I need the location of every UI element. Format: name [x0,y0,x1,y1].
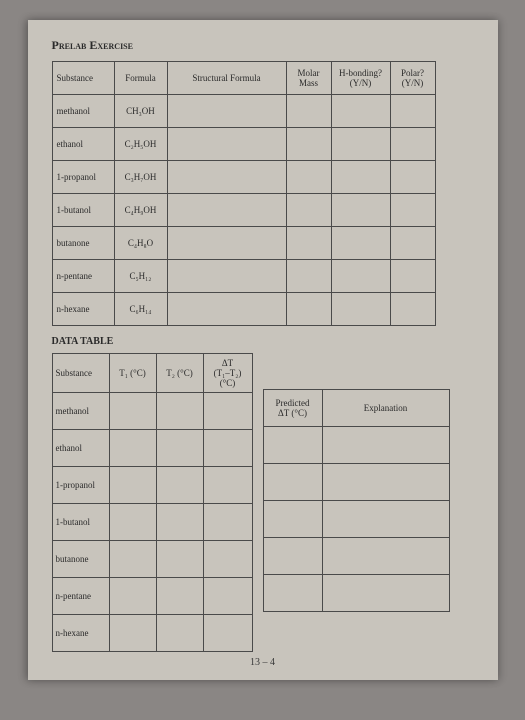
table-row [263,538,449,575]
cell-substance: n-hexane [52,293,114,326]
cell-substance: n-hexane [52,615,109,652]
table-row: methanol [52,393,252,430]
col-substance: Substance [52,354,109,393]
data-table: Substance T₁ (°C) T₂ (°C) ΔT(T₁–T₂)(°C) … [52,353,253,652]
table-row: butanoneC₄H₈O [52,227,435,260]
cell-substance: ethanol [52,430,109,467]
cell-formula: C₄H₉OH [114,194,167,227]
cell-substance: 1-propanol [52,467,109,504]
col-hbonding: H-bonding?(Y/N) [331,62,390,95]
cell-substance: 1-butanol [52,194,114,227]
cell-substance: ethanol [52,128,114,161]
cell-formula: C₃H₇OH [114,161,167,194]
col-dt: ΔT(T₁–T₂)(°C) [203,354,252,393]
data-table-title: DATA TABLE [52,336,474,347]
col-polar: Polar?(Y/N) [390,62,435,95]
table-row: n-pentane [52,578,252,615]
table-row: 1-butanolC₄H₉OH [52,194,435,227]
table-row: n-hexane [52,615,252,652]
col-substance: Substance [52,62,114,95]
table-row [263,427,449,464]
col-predicted: PredictedΔT (°C) [263,390,322,427]
table-header-row: PredictedΔT (°C) Explanation [263,390,449,427]
cell-formula: C₆H₁₄ [114,293,167,326]
table-row [263,501,449,538]
prelab-table: Substance Formula Structural Formula Mol… [52,61,436,326]
cell-substance: butanone [52,227,114,260]
table-row: ethanol [52,430,252,467]
table-header-row: Substance T₁ (°C) T₂ (°C) ΔT(T₁–T₂)(°C) [52,354,252,393]
cell-substance: methanol [52,393,109,430]
table-row [263,464,449,501]
table-row: n-pentaneC₅H₁₂ [52,260,435,293]
cell-substance: butanone [52,541,109,578]
cell-substance: methanol [52,95,114,128]
table-row: 1-propanolC₃H₇OH [52,161,435,194]
cell-substance: 1-propanol [52,161,114,194]
page-number: 13 – 4 [28,657,498,668]
col-t1: T₁ (°C) [109,354,156,393]
table-header-row: Substance Formula Structural Formula Mol… [52,62,435,95]
table-row: n-hexaneC₆H₁₄ [52,293,435,326]
cell-formula: C₄H₈O [114,227,167,260]
worksheet-page: Prelab Exercise Substance Formula Struct… [28,20,498,680]
col-formula: Formula [114,62,167,95]
col-structural: Structural Formula [167,62,286,95]
cell-substance: 1-butanol [52,504,109,541]
col-molar-mass: MolarMass [286,62,331,95]
cell-substance: n-pentane [52,578,109,615]
lower-tables-row: Substance T₁ (°C) T₂ (°C) ΔT(T₁–T₂)(°C) … [52,353,474,652]
cell-substance: n-pentane [52,260,114,293]
col-t2: T₂ (°C) [156,354,203,393]
table-row: 1-propanol [52,467,252,504]
table-row: 1-butanol [52,504,252,541]
prediction-table: PredictedΔT (°C) Explanation [263,389,450,612]
table-row: methanolCH₃OH [52,95,435,128]
table-row: ethanolC₂H₅OH [52,128,435,161]
page-title: Prelab Exercise [52,38,474,53]
cell-formula: C₂H₅OH [114,128,167,161]
table-row: butanone [52,541,252,578]
cell-formula: C₅H₁₂ [114,260,167,293]
table-row [263,575,449,612]
col-explanation: Explanation [322,390,449,427]
cell-formula: CH₃OH [114,95,167,128]
